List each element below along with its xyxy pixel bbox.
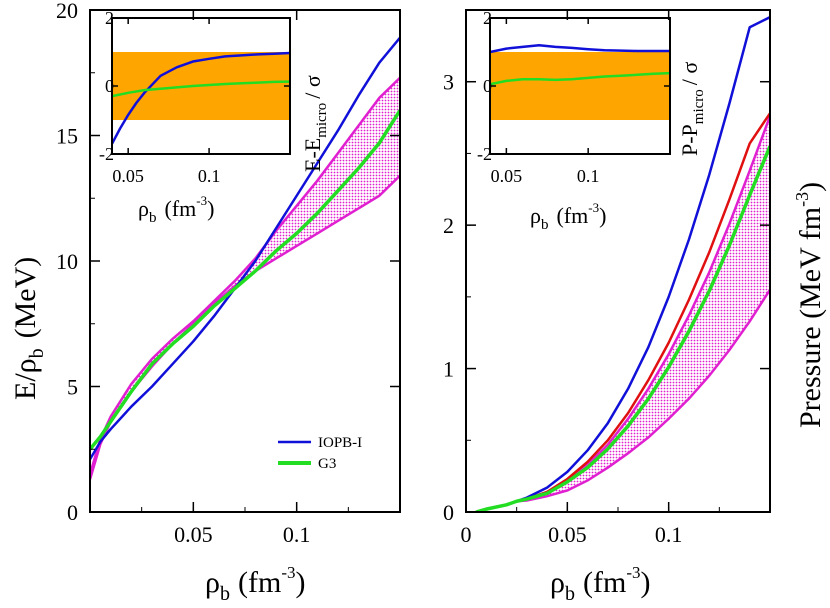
right-x-axis-label: ρb (fm-3) [550,563,650,605]
right-inset-series-g3 [490,71,670,86]
left-inset-xtick-label: 0.1 [198,166,221,186]
right-xtick-label: 0 [461,522,472,547]
right-y-axis-label: Pressure (MeV fm-3) [792,182,827,428]
left-ytick-label: 10 [56,249,78,274]
right-xtick-label: 0.1 [655,522,683,547]
left-micro-band-upper [90,76,400,475]
right-ytick-label: 2 [443,213,454,238]
left-micro-band-lower [90,174,400,480]
left-ytick-label: 20 [56,0,78,23]
left-inset-series-g3 [112,80,290,98]
right-ytick-label: 0 [443,500,454,525]
right-series-g3 [475,145,770,512]
left-inset-ytick-label: 0 [105,76,114,96]
legend-label-g3: G3 [318,456,336,472]
left-x-axis-label: ρb (fm-3) [205,563,305,605]
left-inset-xtick-label: 0.05 [112,166,144,186]
right-inset-x-label: ρb (fm-3) [530,200,606,233]
left-inset-ytick-label: -2 [99,144,114,164]
left-xtick-label: 0.1 [283,522,311,547]
left-xtick-label: 0.05 [174,522,213,547]
right-inset-xtick-label: 0.1 [577,166,600,186]
right-inset-y-label: P-Pmicro/ σ [677,62,707,156]
left-inset-x-label: ρb (fm-3) [138,193,214,226]
right-inset-ytick-label: -2 [477,144,492,164]
right-inset-series-iopb-i [490,43,670,54]
right-inset-ytick-label: 0 [483,76,492,96]
legend: IOPB-I G3 [278,435,362,472]
left-inset-ytick-label: 2 [105,8,114,28]
right-inset-xtick-label: 0.05 [491,166,523,186]
right-inset-ytick-label: 2 [483,8,492,28]
right-xtick-label: 0.05 [548,522,587,547]
left-y-axis-label: E/ρb(MeV) [9,257,48,400]
left-ytick-label: 5 [67,375,78,400]
left-series-g3 [90,109,400,451]
left-inset-series-iopb-i [112,51,290,145]
legend-label-iopb: IOPB-I [318,435,362,451]
right-chart: 0 0.05 0.1 0 1 2 3 ρb (fm-3) Pressure (MeV fm-3… [443,8,827,605]
left-inset-y-label: E-Emicro/ σ [300,75,330,172]
right-inset-sigma-band [490,52,670,120]
right-ytick-label: 1 [443,357,454,382]
left-ytick-label: 15 [56,124,78,149]
left-ytick-label: 0 [67,500,78,525]
right-ytick-label: 3 [443,70,454,95]
